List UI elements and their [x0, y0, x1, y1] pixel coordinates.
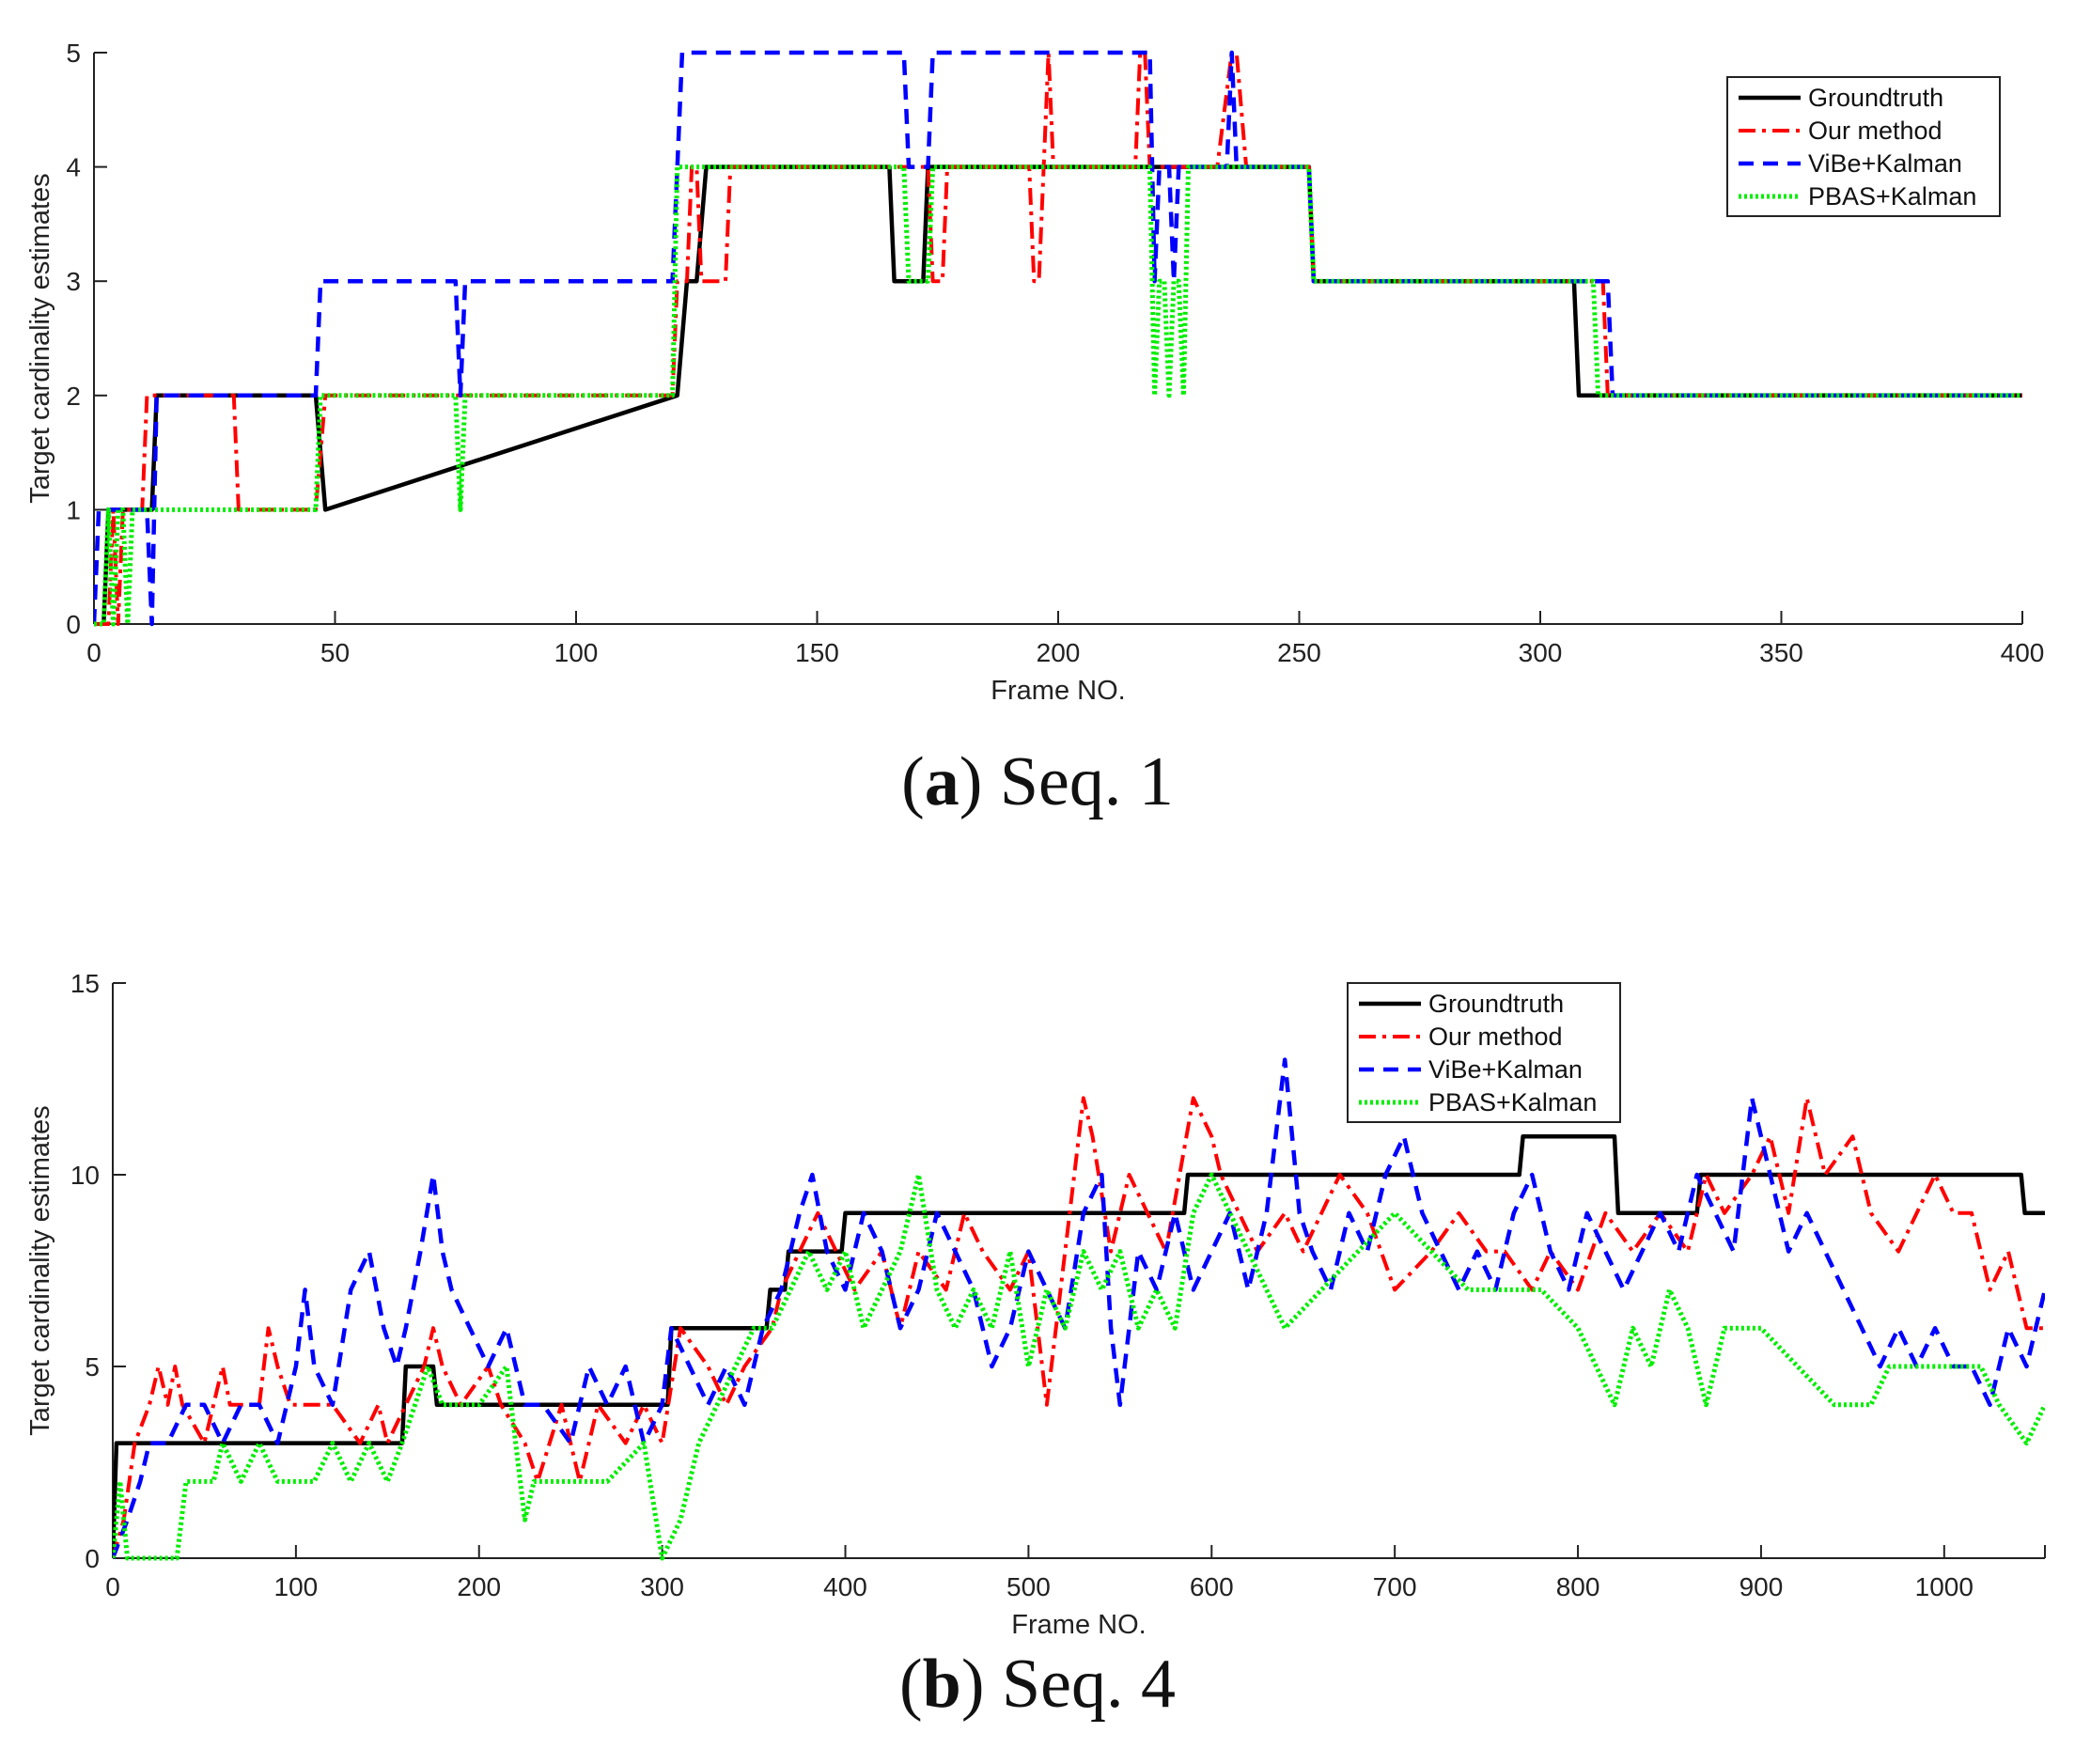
x-tick-label: 200: [1037, 638, 1081, 667]
x-tick-label: 300: [640, 1572, 684, 1601]
y-axis-title: Target cardinality estimates: [25, 1105, 55, 1435]
y-tick-label: 1: [66, 495, 81, 524]
x-tick-label: 600: [1190, 1572, 1234, 1601]
y-tick-label: 4: [66, 153, 81, 182]
y-tick-label: 10: [70, 1161, 100, 1190]
legend-label: PBAS+Kalman: [1428, 1088, 1597, 1116]
x-tick-label: 250: [1277, 638, 1321, 667]
caption-b-text: Seq. 4: [1001, 1646, 1176, 1723]
legend-label: ViBe+Kalman: [1808, 149, 1962, 178]
chart-b-svg: 0 5 10 15 0 100 200 300 400 500 600 700 800 900 1000 Fr…: [25, 969, 2046, 1640]
x-tick-label: 900: [1740, 1572, 1784, 1601]
legend-label: Groundtruth: [1808, 84, 1943, 112]
x-tick-label: 50: [320, 638, 350, 667]
chart-panel-b: 0 5 10 15 0 100 200 300 400 500 600 700 800 900 1000 Fr…: [0, 902, 2075, 1764]
x-tick-label: 700: [1373, 1572, 1417, 1601]
y-tick-label: 5: [66, 39, 81, 68]
x-axis-title: Frame NO.: [1011, 1610, 1146, 1640]
x-tick-label: 0: [86, 638, 101, 667]
caption-b-letter: b: [922, 1646, 961, 1723]
x-tick-label: 800: [1556, 1572, 1600, 1601]
x-tick-label: 500: [1006, 1572, 1051, 1601]
x-axis-title: Frame NO.: [991, 676, 1125, 706]
legend-label: Groundtruth: [1428, 990, 1564, 1018]
legend: Groundtruth Our method ViBe+Kalman PBAS+Kal…: [1726, 76, 2001, 217]
x-tick-label: 200: [457, 1572, 501, 1601]
legend-label: ViBe+Kalman: [1428, 1055, 1583, 1084]
x-tick-label: 400: [823, 1572, 867, 1601]
x-tick-label: 1000: [1915, 1572, 1974, 1601]
x-tick-label: 100: [554, 638, 599, 667]
legend-label: Our method: [1428, 1022, 1563, 1051]
caption-b: (b) Seq. 4: [899, 1646, 1176, 1723]
legend: Groundtruth Our method ViBe+Kalman PBAS+Kal…: [1347, 982, 1621, 1123]
series-line-pbas-kalman: [113, 1172, 2045, 1561]
caption-a-text: Seq. 1: [999, 743, 1174, 820]
legend-label: PBAS+Kalman: [1808, 182, 1976, 211]
chart-panel-a: 0 1 2 3 4 5 0 50 100 150 200 250 300 350 400 Frame NO. T…: [0, 0, 2075, 846]
x-tick-label: 100: [274, 1572, 319, 1601]
y-tick-label: 15: [70, 969, 100, 998]
x-tick-label: 300: [1519, 638, 1563, 667]
x-tick-label: 400: [2001, 638, 2045, 667]
y-tick-label: 5: [85, 1352, 100, 1382]
x-tick-label: 150: [795, 638, 839, 667]
caption-a-letter: a: [924, 743, 959, 820]
caption-a: (a) Seq. 1: [901, 743, 1174, 820]
y-axis-title: Target cardinality estimates: [25, 173, 55, 503]
series-line-pbas-kalman: [94, 164, 2022, 627]
x-tick-label: 0: [105, 1572, 120, 1601]
series-line-vibe-kalman: [94, 50, 2022, 627]
x-tick-label: 350: [1759, 638, 1803, 667]
series-line-our-method: [94, 51, 2022, 626]
legend-box: [1347, 982, 1621, 1123]
series-line-our-method: [113, 1096, 2045, 1559]
legend-label: Our method: [1808, 117, 1942, 145]
y-tick-label: 3: [66, 267, 81, 296]
y-tick-label: 0: [85, 1544, 100, 1573]
y-tick-label: 0: [66, 610, 81, 639]
y-tick-label: 2: [66, 382, 81, 411]
legend-box: [1726, 76, 2001, 217]
